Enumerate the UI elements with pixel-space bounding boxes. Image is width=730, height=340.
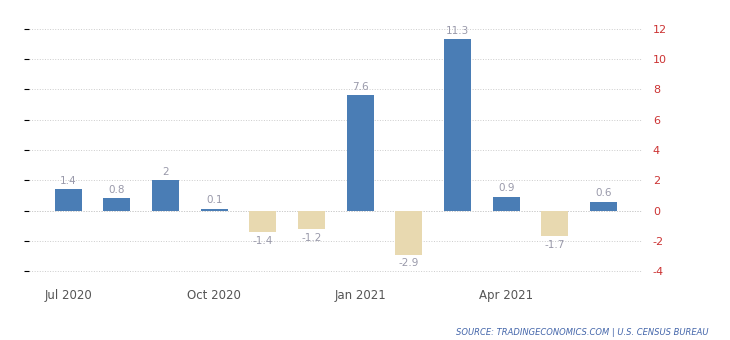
Bar: [444, 39, 471, 210]
Bar: [590, 202, 617, 210]
Text: -1.4: -1.4: [253, 236, 273, 245]
Text: 2: 2: [162, 167, 169, 176]
Text: SOURCE: TRADINGECONOMICS.COM | U.S. CENSUS BUREAU: SOURCE: TRADINGECONOMICS.COM | U.S. CENS…: [456, 328, 708, 337]
Bar: [298, 210, 325, 229]
Text: 7.6: 7.6: [352, 82, 369, 92]
Bar: [55, 189, 82, 210]
Text: 11.3: 11.3: [446, 26, 469, 36]
Bar: [542, 210, 568, 236]
Text: 0.9: 0.9: [498, 183, 515, 193]
Bar: [201, 209, 228, 210]
Bar: [493, 197, 520, 210]
Bar: [396, 210, 422, 255]
Text: -2.9: -2.9: [399, 258, 419, 268]
Text: 0.1: 0.1: [206, 195, 223, 205]
Text: -1.7: -1.7: [545, 240, 565, 250]
Text: 0.8: 0.8: [109, 185, 125, 195]
Bar: [347, 96, 374, 210]
Text: -1.2: -1.2: [301, 233, 322, 242]
Bar: [250, 210, 276, 232]
Text: 0.6: 0.6: [595, 188, 612, 198]
Bar: [152, 180, 179, 210]
Text: 1.4: 1.4: [60, 175, 77, 186]
Bar: [104, 199, 130, 210]
